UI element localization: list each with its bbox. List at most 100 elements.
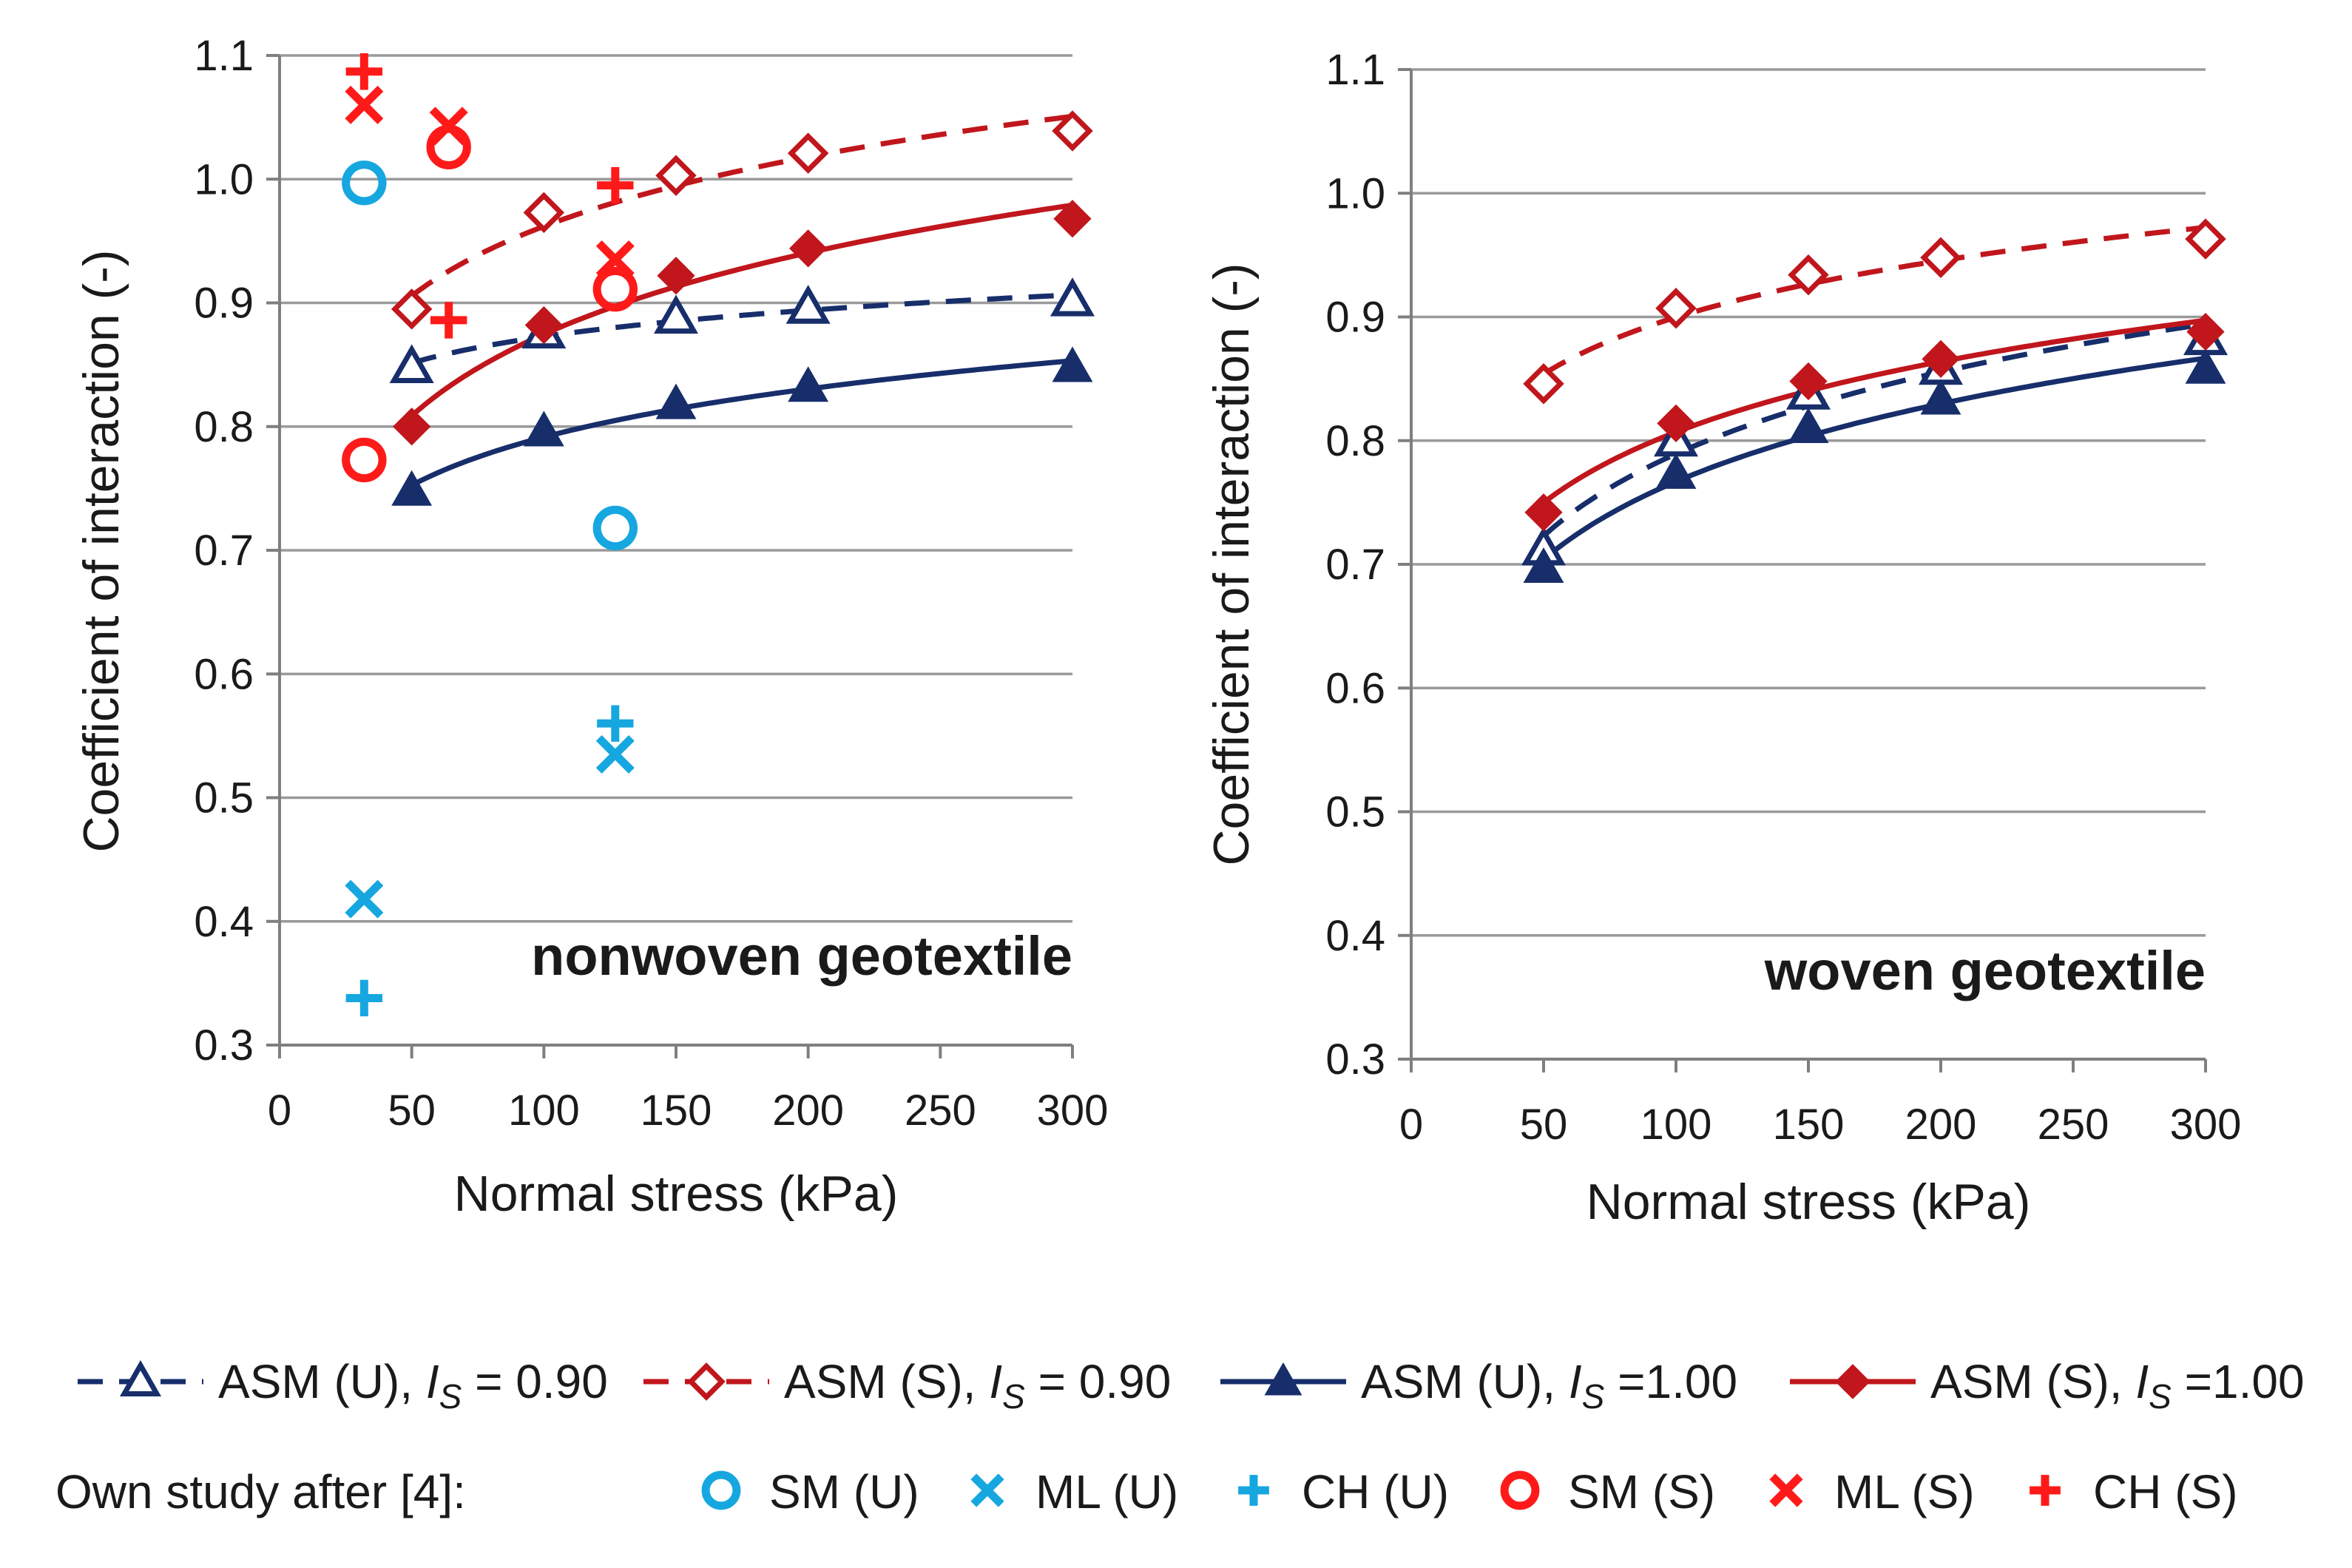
point-asm_u_100 <box>523 410 564 447</box>
series-line-asm_u_100 <box>1541 355 2206 562</box>
point-ml_s <box>429 107 468 146</box>
point-ch_u <box>597 705 634 742</box>
point-asm_s_090 <box>1655 288 1697 329</box>
legend-item-ml_u: ML (U) <box>970 1465 1178 1518</box>
y-tick-label: 1.0 <box>194 155 254 203</box>
point-ch_s <box>597 166 634 204</box>
point-asm_u_100 <box>1523 547 1564 584</box>
legend-symbol: I <box>989 1355 1002 1408</box>
y-tick-label: 0.6 <box>194 650 254 698</box>
legend-symbol: I <box>2135 1355 2149 1408</box>
legend-marker-asm_u_100 <box>1264 1362 1302 1396</box>
point-sm_u <box>592 505 638 551</box>
legend-item-ml_s: ML (S) <box>1769 1465 1975 1518</box>
point-asm_s_090 <box>655 155 697 196</box>
point-asm_u_100 <box>1788 407 1829 444</box>
point-asm_u_100 <box>1920 379 1961 415</box>
legend-subscript: S <box>439 1377 462 1416</box>
legend-label-ch_s: CH (S) <box>2093 1465 2238 1518</box>
x-tick-label: 250 <box>2038 1101 2109 1149</box>
point-asm_s_100 <box>393 408 431 446</box>
point-asm_u_100 <box>1655 453 1697 489</box>
point-sm_s <box>342 437 387 483</box>
point-asm_s_100 <box>2186 312 2225 351</box>
legend-subscript: S <box>1002 1377 1025 1416</box>
legend-symbol: I <box>426 1355 439 1408</box>
y-axis-label: Coefficient of interaction (-) <box>1203 263 1260 865</box>
legend-marker-ch_u <box>1238 1475 1269 1506</box>
x-axis-label: Normal stress (kPa) <box>454 1166 899 1222</box>
legend-item-ch_u: CH (U) <box>1238 1465 1449 1518</box>
point-asm_s_090 <box>1788 254 1829 296</box>
point-asm_s_100 <box>789 229 828 268</box>
x-tick-label: 0 <box>268 1087 291 1135</box>
y-tick-label: 0.5 <box>1325 788 1385 837</box>
x-tick-label: 100 <box>508 1087 580 1135</box>
legend-eq: =1.00 <box>2172 1355 2305 1408</box>
legend-item-asm_s_090: ASM (S), IS = 0.90 <box>643 1355 1171 1416</box>
point-asm_u_100 <box>2185 348 2226 384</box>
x-axis-label: Normal stress (kPa) <box>1586 1174 2031 1230</box>
legend-label-asm_s_090: ASM (S), IS = 0.90 <box>784 1355 1171 1416</box>
point-asm_s_100 <box>1524 493 1563 532</box>
y-tick-label: 0.3 <box>194 1021 254 1069</box>
legend-label-asm_s_100: ASM (S), IS =1.00 <box>1930 1355 2305 1416</box>
point-asm_u_100 <box>1052 346 1093 382</box>
point-asm_u_090 <box>389 344 434 383</box>
y-tick-label: 1.1 <box>1325 46 1385 94</box>
point-ml_s <box>595 240 635 279</box>
point-asm_s_090 <box>391 288 433 330</box>
point-ml_s <box>345 85 384 124</box>
point-asm_u_090 <box>1050 277 1095 317</box>
point-asm_s_100 <box>1789 362 1828 401</box>
legend-marker-asm_s_090 <box>687 1362 726 1401</box>
legend-label-asm_u_090: ASM (U), IS = 0.90 <box>218 1355 608 1416</box>
x-tick-label: 300 <box>1037 1087 1109 1135</box>
y-tick-label: 0.8 <box>194 403 254 451</box>
series-line-asm_s_090 <box>1542 225 2206 376</box>
point-sm_s <box>592 266 638 312</box>
x-tick-label: 50 <box>388 1087 436 1135</box>
legend-marker-sm_s <box>1500 1470 1540 1510</box>
legend-item-asm_u_090: ASM (U), IS = 0.90 <box>78 1355 608 1416</box>
y-tick-label: 0.7 <box>194 527 254 575</box>
x-tick-label: 300 <box>2170 1101 2242 1149</box>
point-asm_s_100 <box>657 257 695 295</box>
series-line-asm_u_090 <box>1541 321 2206 538</box>
point-ml_u <box>595 734 635 774</box>
point-asm_s_100 <box>1053 200 1092 238</box>
point-asm_s_100 <box>1657 404 1695 442</box>
x-tick-label: 0 <box>1399 1101 1423 1149</box>
legend-eq: = 0.90 <box>1025 1355 1172 1408</box>
x-tick-label: 250 <box>905 1087 976 1135</box>
legend-text: ASM (U), <box>1361 1355 1569 1408</box>
y-tick-label: 0.7 <box>1325 541 1385 589</box>
point-asm_s_090 <box>1920 237 1961 278</box>
y-tick-label: 0.9 <box>194 280 254 328</box>
legend-text: ASM (S), <box>784 1355 989 1408</box>
series-line-asm_s_090 <box>410 113 1073 298</box>
point-asm_s_090 <box>787 132 829 174</box>
panel-title: woven geotextile <box>1764 940 2206 1001</box>
legend-eq: = 0.90 <box>462 1355 608 1408</box>
legend-marker-asm_u_090 <box>119 1359 162 1396</box>
point-asm_s_090 <box>1052 110 1093 152</box>
x-tick-label: 50 <box>1520 1101 1568 1149</box>
y-tick-label: 1.0 <box>1325 169 1385 217</box>
y-tick-label: 0.4 <box>1325 912 1385 960</box>
point-ch_s <box>430 302 467 339</box>
point-ml_u <box>345 879 384 919</box>
legend-marker-sm_u <box>701 1470 741 1510</box>
point-ch_s <box>345 53 383 90</box>
legend-eq: =1.00 <box>1604 1355 1737 1408</box>
legend-marker-ch_s <box>2030 1475 2061 1506</box>
y-tick-label: 1.1 <box>194 32 254 80</box>
y-axis-label: Coefficient of interaction (-) <box>73 249 129 852</box>
series-line-asm_u_090 <box>410 292 1073 365</box>
y-tick-label: 0.9 <box>1325 294 1385 342</box>
legend: ASM (U), IS = 0.90 ASM (S), IS = 0.90 ASM … <box>55 1355 2305 1518</box>
legend-item-asm_u_100: ASM (U), IS =1.00 <box>1220 1355 1737 1416</box>
point-asm_u_090 <box>653 294 699 334</box>
legend-label-asm_u_100: ASM (U), IS =1.00 <box>1361 1355 1737 1416</box>
legend-subscript: S <box>1582 1377 1605 1416</box>
